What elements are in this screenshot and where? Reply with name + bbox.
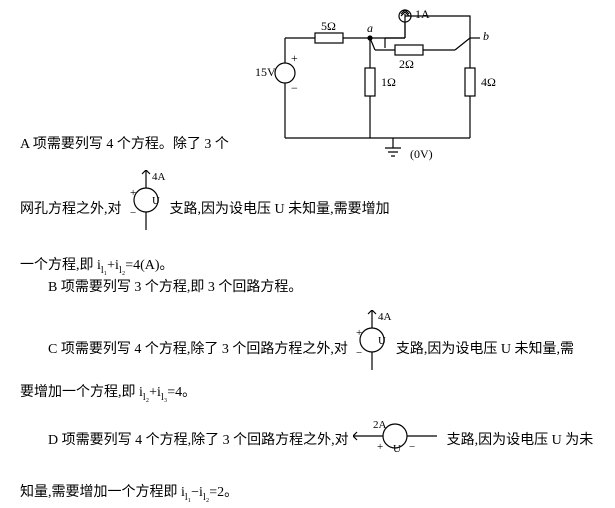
main-circuit-diagram: 5Ω 2Ω 1Ω 4Ω 1A 15V + − a b (0V) — [255, 8, 505, 163]
t2a: 网孔方程之外,对 — [20, 197, 122, 222]
node-a: a — [367, 21, 373, 35]
r3-label: 1Ω — [381, 75, 396, 89]
isrc-label: 1A — [415, 8, 430, 21]
text-a: A 项需要列写 4 个方程。除了 3 个 — [20, 132, 229, 157]
svg-text:U: U — [378, 335, 386, 347]
gnd-label: (0V) — [410, 147, 433, 161]
r2-label: 2Ω — [399, 57, 414, 71]
text-c-line: C 项需要列写 4 个方程,除了 3 个回路方程之外,对 4A + U − 支路… — [20, 310, 595, 389]
svg-text:U: U — [393, 443, 401, 454]
current-src-symbol-3: 2A + U − — [353, 418, 443, 463]
t2b: 支路,因为设电压 U 未知量,需要增加 — [170, 197, 390, 222]
text-b: B 项需要列写 3 个方程,即 3 个回路方程。 — [20, 275, 302, 300]
r4-label: 4Ω — [481, 75, 496, 89]
eq3-line: 知量,需要增加一个方程即 il₁−il₂=2。 — [20, 480, 238, 507]
eq2-line: 要增加一个方程,即 il₂+il₃=4。 — [20, 380, 196, 407]
svg-text:+: + — [130, 187, 136, 199]
svg-text:4A: 4A — [378, 311, 392, 323]
current-src-symbol-1: 4A + U − — [126, 170, 166, 249]
node-b: b — [483, 29, 489, 43]
svg-text:−: − — [130, 207, 136, 219]
text-mesh-line: 网孔方程之外,对 4A + U − 支路,因为设电压 U 未知量,需要增加 — [20, 170, 390, 249]
svg-text:2A: 2A — [373, 419, 387, 431]
svg-text:−: − — [356, 347, 362, 359]
svg-text:−: − — [409, 441, 415, 453]
current-src-symbol-2: 4A + U − — [352, 310, 392, 389]
svg-text:U: U — [152, 195, 160, 207]
svg-text:+: + — [377, 441, 383, 453]
svg-text:4A: 4A — [152, 171, 166, 183]
text-d-line: D 项需要列写 4 个方程,除了 3 个回路方程之外,对 2A + U − 支路… — [20, 418, 595, 463]
svg-text:+: + — [356, 327, 362, 339]
vsrc-minus: − — [291, 81, 298, 95]
vsrc-plus: + — [291, 51, 298, 65]
vsrc-label: 15V — [255, 65, 276, 79]
r1-label: 5Ω — [321, 19, 336, 33]
